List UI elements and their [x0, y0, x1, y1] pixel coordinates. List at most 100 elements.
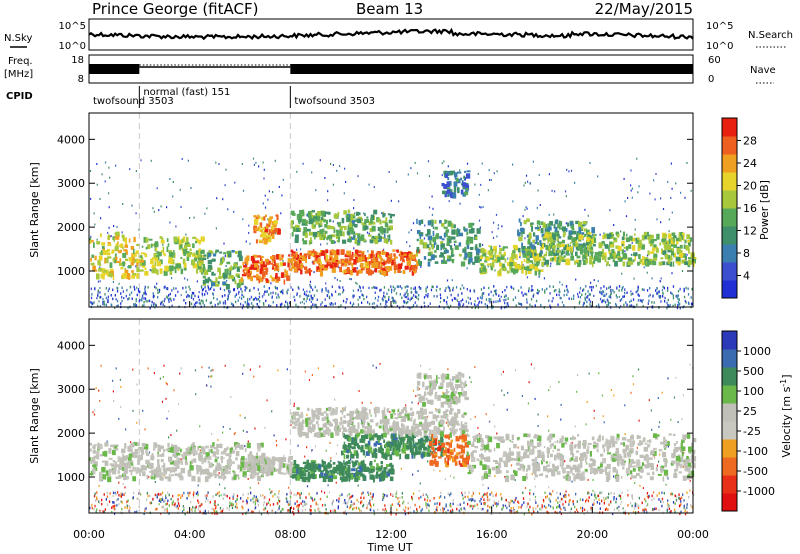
- range-cell: [272, 233, 275, 239]
- range-cell: [366, 270, 369, 274]
- range-cell: [516, 264, 520, 269]
- ground-mark: [201, 288, 204, 292]
- freq-label: Freq.: [8, 56, 33, 67]
- range-cell: [615, 245, 620, 249]
- ground-mark: [628, 512, 630, 515]
- ground-mark: [249, 288, 251, 292]
- ground-mark: [344, 501, 347, 505]
- power-plot-area: [89, 113, 693, 307]
- scatter-mark: [420, 265, 422, 268]
- ground-mark: [538, 290, 540, 293]
- range-cell: [530, 222, 534, 225]
- range-cell: [502, 263, 505, 268]
- scatter-mark: [354, 212, 356, 215]
- scatter-mark: [118, 481, 120, 484]
- range-cell: [336, 249, 340, 256]
- ground-mark: [370, 508, 372, 512]
- ground-mark: [438, 496, 441, 499]
- range-cell: [191, 259, 195, 266]
- range-cell: [153, 252, 157, 258]
- range-cell: [361, 222, 366, 225]
- range-cell: [358, 254, 361, 258]
- range-cell: [298, 257, 301, 262]
- scatter-mark: [512, 200, 514, 203]
- ground-mark: [325, 508, 327, 511]
- ground-mark: [564, 289, 566, 293]
- range-cell: [299, 210, 304, 215]
- scatter-mark: [245, 263, 247, 266]
- range-cell: [565, 227, 568, 232]
- ground-mark: [630, 293, 632, 296]
- range-cell: [579, 251, 583, 255]
- ground-mark: [126, 504, 128, 507]
- ground-mark: [532, 507, 534, 510]
- ground-mark: [684, 509, 686, 513]
- range-cell: [194, 263, 198, 269]
- range-cell: [223, 273, 226, 280]
- ground-mark: [121, 493, 123, 496]
- range-cell: [465, 240, 470, 245]
- range-cell: [533, 252, 537, 255]
- ground-mark: [565, 495, 567, 499]
- scatter-mark: [242, 500, 244, 503]
- range-cell: [430, 254, 435, 260]
- ground-mark: [227, 296, 229, 299]
- ground-mark: [661, 491, 663, 494]
- range-cell: [259, 261, 263, 265]
- scatter-mark: [238, 290, 240, 293]
- range-cell: [563, 255, 566, 258]
- range-cell: [184, 245, 188, 249]
- ground-mark: [622, 285, 624, 289]
- range-cell: [110, 444, 114, 448]
- ground-mark: [112, 288, 114, 292]
- scatter-mark: [355, 281, 357, 284]
- range-cell: [157, 251, 162, 257]
- nave-label: Nave: [750, 65, 776, 76]
- scatter-mark: [493, 404, 495, 406]
- range-cell: [371, 250, 374, 256]
- range-cell: [374, 267, 378, 273]
- ground-mark: [461, 292, 463, 295]
- range-cell: [525, 259, 530, 264]
- range-cell: [196, 468, 199, 475]
- ground-mark: [386, 292, 388, 295]
- scatter-mark: [166, 417, 168, 420]
- ground-mark: [610, 500, 612, 503]
- ground-mark: [204, 500, 207, 503]
- range-cell: [298, 259, 302, 265]
- range-cell: [210, 280, 213, 284]
- ground-mark: [562, 503, 564, 506]
- ground-mark: [248, 303, 250, 306]
- ground-mark: [474, 306, 477, 310]
- ground-mark: [373, 302, 375, 305]
- ground-mark: [425, 294, 427, 297]
- range-cell: [323, 267, 328, 271]
- ground-mark: [554, 511, 556, 514]
- ground-mark: [106, 491, 108, 495]
- ground-mark: [624, 509, 626, 513]
- ground-mark: [215, 510, 217, 513]
- scatter-mark: [163, 364, 165, 367]
- scatter-mark: [670, 162, 672, 165]
- ground-mark: [348, 506, 351, 510]
- ground-mark: [251, 510, 253, 513]
- range-cell: [292, 220, 294, 225]
- range-cell: [144, 253, 148, 258]
- ground-mark: [436, 506, 438, 509]
- ground-mark: [403, 300, 405, 303]
- range-cell: [117, 250, 122, 254]
- range-cell: [329, 234, 332, 241]
- range-cell: [669, 261, 672, 267]
- range-cell: [301, 218, 307, 225]
- ground-mark: [683, 499, 685, 502]
- scatter-mark: [630, 189, 632, 192]
- range-cell: [604, 244, 609, 249]
- scatter-mark: [355, 218, 357, 221]
- range-cell: [215, 283, 220, 287]
- ground-mark: [192, 495, 195, 499]
- range-cell: [660, 250, 663, 253]
- range-cell: [464, 191, 469, 196]
- ground-mark: [430, 288, 433, 292]
- ground-mark: [342, 286, 344, 289]
- ground-mark: [445, 503, 447, 506]
